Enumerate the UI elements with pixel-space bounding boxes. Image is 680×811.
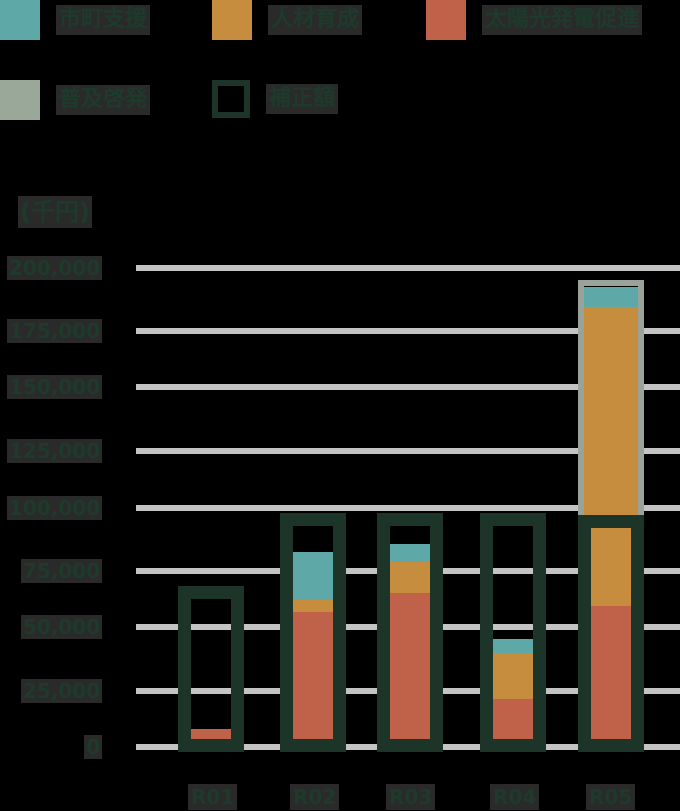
segment-hr-lower <box>588 523 634 606</box>
gridline-125000 <box>136 448 680 454</box>
legend-swatch-outline <box>212 80 250 118</box>
x-tick: R05 <box>586 784 636 810</box>
segment-solar <box>290 612 336 747</box>
bar-R04 <box>480 0 546 811</box>
gridline-175000 <box>136 328 680 334</box>
legend-item-municipal-support: 市町支援 <box>0 0 151 40</box>
gridline-200000 <box>136 265 680 271</box>
segment-municipal <box>387 544 433 562</box>
legend-swatch-red <box>426 0 466 40</box>
legend-label: 補正額 <box>266 84 339 114</box>
y-tick: 100,000 <box>6 496 102 520</box>
y-tick: 125,000 <box>6 439 102 463</box>
legend-item-awareness: 普及啓発 <box>0 80 151 120</box>
segment-hr <box>290 600 336 612</box>
segment-hr <box>490 654 536 699</box>
y-tick: 175,000 <box>6 319 102 343</box>
y-axis-unit: (千円) <box>18 196 92 228</box>
bar-R05 <box>578 0 644 811</box>
y-tick: 0 <box>84 735 102 759</box>
y-tick: 150,000 <box>6 375 102 399</box>
x-tick: R01 <box>188 784 238 810</box>
legend-item-supplementary: 補正額 <box>212 80 339 118</box>
y-tick: 75,000 <box>20 559 102 583</box>
legend-label: 人材育成 <box>268 5 363 35</box>
segment-municipal <box>490 639 536 654</box>
legend-label: 太陽光発電促進 <box>482 5 643 35</box>
bar-R01 <box>178 0 244 811</box>
y-tick: 200,000 <box>6 256 102 280</box>
legend-item-hr-development: 人材育成 <box>212 0 363 40</box>
outline-supplementary <box>578 515 644 752</box>
bar-R03 <box>377 0 443 811</box>
legend: 市町支援 人材育成 太陽光発電促進 普及啓発 補正額 <box>0 0 680 130</box>
legend-swatch-orange <box>212 0 252 40</box>
segment-municipal <box>290 552 336 600</box>
outline-supplementary <box>178 586 244 752</box>
x-tick: R04 <box>490 784 540 810</box>
x-tick: R03 <box>386 784 436 810</box>
segment-hr-upper <box>584 307 638 523</box>
segment-solar <box>588 606 634 747</box>
y-tick: 25,000 <box>20 679 102 703</box>
outline-supplementary <box>280 513 346 752</box>
segment-municipal <box>584 287 638 307</box>
legend-label: 市町支援 <box>56 5 151 35</box>
legend-swatch-teal <box>0 0 40 40</box>
bar-R02 <box>280 0 346 811</box>
segment-solar <box>387 593 433 747</box>
outline-supplementary <box>480 513 546 752</box>
legend-item-solar-promotion: 太陽光発電促進 <box>426 0 643 40</box>
segment-hr <box>387 562 433 593</box>
outline-supplementary <box>377 513 443 752</box>
gridline-150000 <box>136 384 680 390</box>
y-tick: 50,000 <box>20 615 102 639</box>
x-tick: R02 <box>290 784 340 810</box>
legend-swatch-sage <box>0 80 40 120</box>
gridline-100000 <box>136 505 680 511</box>
legend-label: 普及啓発 <box>56 85 151 115</box>
